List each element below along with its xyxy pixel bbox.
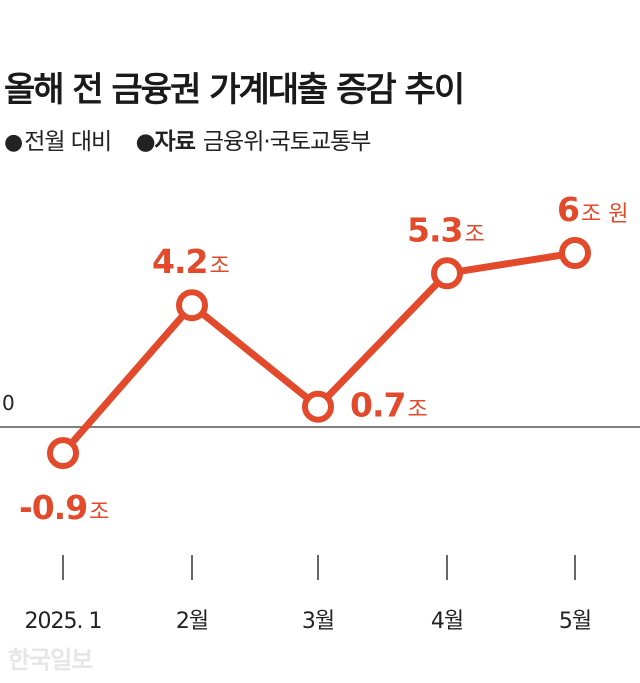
x-tick-label: 3월 <box>302 609 334 634</box>
source-label: ●자료 <box>135 129 196 155</box>
series-line <box>60 249 576 456</box>
data-points <box>47 237 591 470</box>
chart-title: 올해 전 금융권 가계대출 증감 추이 <box>4 70 465 110</box>
data-labels: -0.9조 4.2조 0.7조 5.3조 6조 원 <box>19 190 628 527</box>
x-tick-label: 5월 <box>559 609 591 634</box>
data-point <box>431 257 463 290</box>
chart-subtitle: ●전월 대비 ●자료 금융위·국토교통부 <box>4 122 372 156</box>
data-point <box>176 289 208 322</box>
zero-label: 0 <box>2 391 15 415</box>
comparison-note: 전월 대비 <box>24 129 112 155</box>
data-point <box>302 390 334 423</box>
data-label: 0.7조 <box>350 386 428 425</box>
publisher-logo: 한국일보 <box>8 646 93 674</box>
data-label: 4.2조 <box>152 242 230 281</box>
source-label-text: 자료 <box>154 129 196 155</box>
data-point <box>47 437 79 470</box>
x-tick-label: 4월 <box>431 609 463 634</box>
bullet-icon: ● <box>135 129 155 155</box>
x-axis-ticks: 2025. 1 2월 3월 4월 5월 <box>25 555 592 634</box>
source-value: 금융위·국토교통부 <box>202 129 372 155</box>
data-label: -0.9조 <box>19 488 109 527</box>
data-point <box>559 237 591 269</box>
x-tick-label: 2025. 1 <box>25 609 102 634</box>
data-label: 6조 원 <box>557 190 628 229</box>
bullet-icon: ● <box>4 130 23 155</box>
x-tick-label: 2월 <box>176 609 208 634</box>
data-label: 5.3조 <box>407 210 485 249</box>
